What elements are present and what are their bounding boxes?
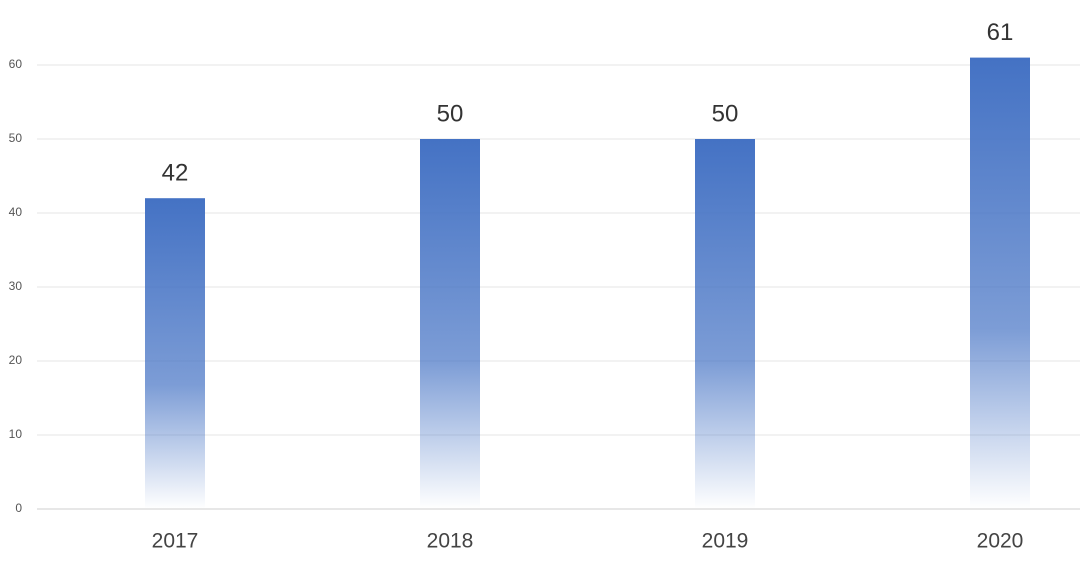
y-tick-label: 0 [15,501,22,515]
bar [420,139,480,509]
y-tick-label: 40 [9,205,23,219]
value-label: 50 [712,100,739,127]
y-tick-label: 30 [9,279,23,293]
value-label: 50 [437,100,464,127]
x-tick-label: 2020 [977,530,1024,553]
bar [695,139,755,509]
x-tick-label: 2017 [152,530,199,553]
y-tick-label: 10 [9,427,23,441]
value-label: 61 [987,19,1014,46]
x-tick-label: 2018 [427,530,474,553]
bar [145,198,205,509]
value-label: 42 [162,160,189,187]
y-tick-label: 20 [9,353,23,367]
y-tick-label: 50 [9,131,23,145]
x-tick-label: 2019 [702,530,749,553]
bar [970,57,1030,509]
y-tick-label: 60 [9,57,23,71]
